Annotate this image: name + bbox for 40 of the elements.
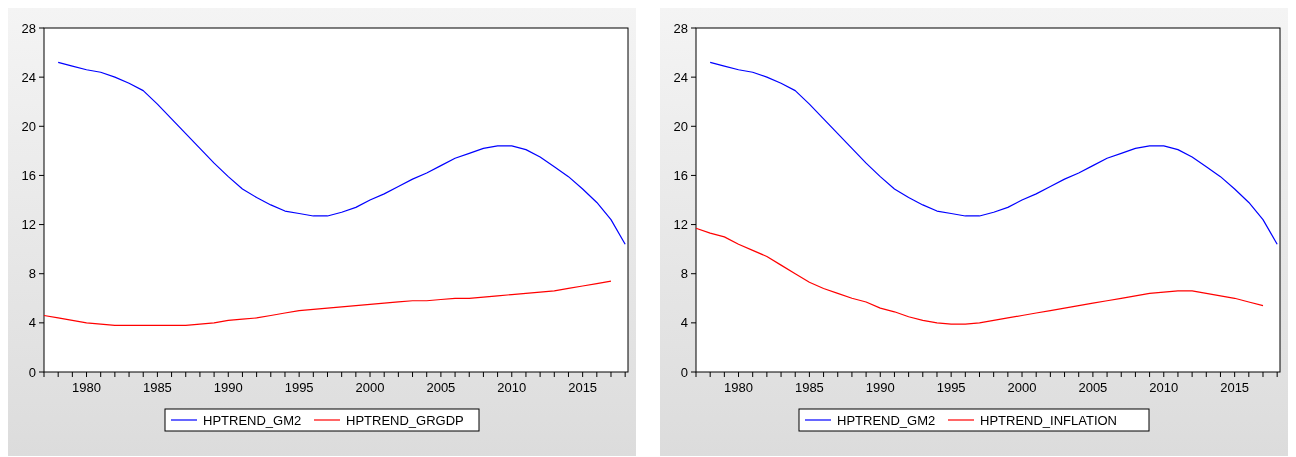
x-tick-label: 1995 [936, 380, 966, 395]
y-tick-label: 16 [21, 167, 36, 183]
y-tick-label: 20 [21, 118, 36, 134]
x-tick-label: 2015 [568, 380, 598, 395]
line-series [57, 61, 626, 245]
y-tick-label: 16 [673, 167, 688, 183]
x-tick-label: 2015 [1220, 380, 1250, 395]
y-tick-label: 24 [673, 69, 688, 85]
x-tick-label: 1990 [865, 380, 895, 395]
y-tick-label: 20 [673, 118, 688, 134]
x-tick-label: 2010 [497, 380, 527, 395]
y-tick-label: 28 [673, 20, 688, 36]
legend-label: HPTREND_INFLATION [980, 412, 1117, 428]
y-tick-label: 0 [28, 364, 36, 380]
y-tick-label: 4 [680, 315, 688, 331]
x-tick-label: 1985 [142, 380, 172, 395]
line-series [43, 280, 612, 326]
y-tick-label: 28 [21, 20, 36, 36]
x-tick-label: 2000 [355, 380, 385, 395]
legend-label: HPTREND_GM2 [837, 412, 936, 428]
y-tick-label: 8 [680, 266, 688, 282]
legend-label: HPTREND_GRGDP [346, 412, 464, 428]
y-tick-label: 4 [28, 315, 36, 331]
line-series [709, 61, 1278, 245]
y-tick-label: 12 [673, 217, 688, 233]
line-series [695, 227, 1264, 325]
y-tick-label: 8 [28, 266, 36, 282]
y-tick-label: 0 [680, 364, 688, 380]
x-tick-label: 1980 [72, 380, 101, 395]
y-tick-label: 24 [21, 69, 36, 85]
x-tick-label: 2005 [1078, 380, 1108, 395]
legend-label: HPTREND_GM2 [203, 412, 302, 428]
x-tick-label: 2010 [1149, 380, 1179, 395]
x-tick-label: 1990 [213, 380, 243, 395]
x-tick-label: 1995 [284, 380, 314, 395]
x-tick-label: 2000 [1007, 380, 1037, 395]
x-tick-label: 1985 [794, 380, 824, 395]
x-tick-label: 1980 [724, 380, 753, 395]
x-tick-label: 2005 [426, 380, 456, 395]
y-tick-label: 12 [21, 217, 36, 233]
